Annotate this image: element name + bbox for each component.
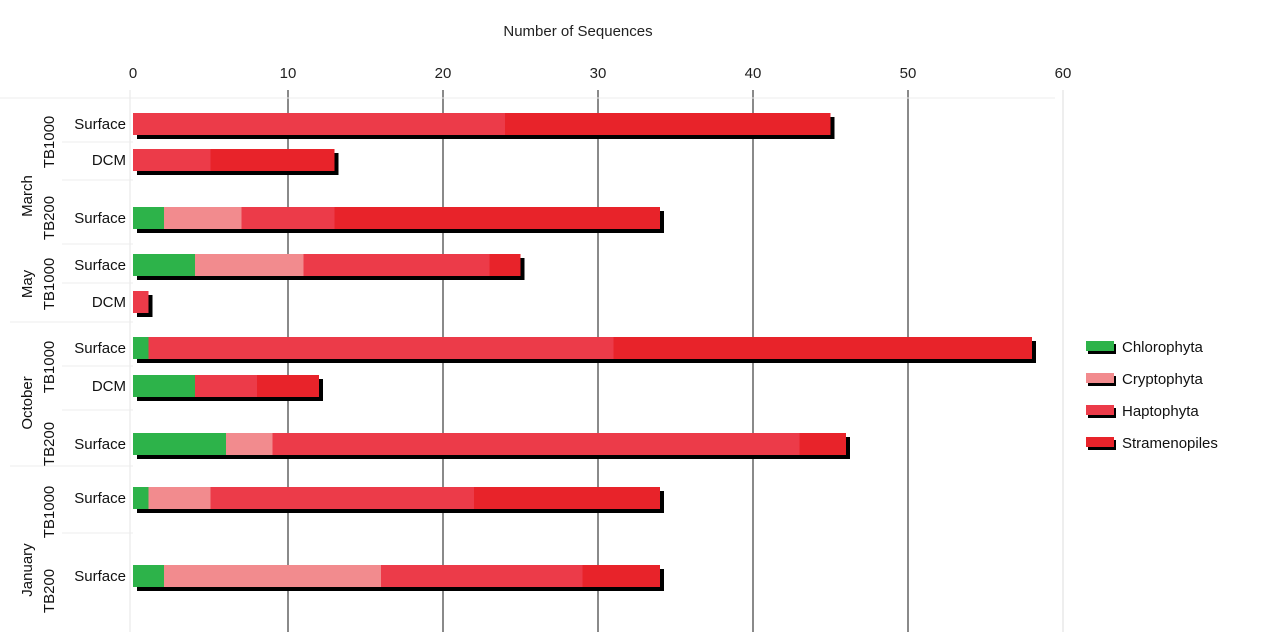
legend-swatch-cryptophyta xyxy=(1086,373,1114,383)
month-label: March xyxy=(19,175,36,217)
station-label: TB200 xyxy=(41,422,58,466)
station-label: TB1000 xyxy=(41,341,58,394)
month-label: October xyxy=(19,376,36,429)
bar-segment-cryptophyta xyxy=(226,433,273,455)
x-tick-label: 0 xyxy=(129,65,137,82)
bar-segment-chlorophyta xyxy=(133,565,164,587)
row-label: Surface xyxy=(74,436,126,453)
bar-segment-cryptophyta xyxy=(148,487,211,509)
bars xyxy=(133,113,1036,591)
row-label: Surface xyxy=(74,210,126,227)
row-label: Surface xyxy=(74,257,126,274)
bar-segment-haptophyta xyxy=(241,207,335,229)
bar-segment-stramenopiles xyxy=(799,433,846,455)
row-separators xyxy=(0,97,1055,534)
row-label: Surface xyxy=(74,568,126,585)
station-label: TB200 xyxy=(41,569,58,613)
x-tick-label: 60 xyxy=(1055,65,1072,82)
bar-segment-cryptophyta xyxy=(164,565,381,587)
x-tick-label: 10 xyxy=(280,65,297,82)
month-label: January xyxy=(19,543,36,597)
legend-swatch-haptophyta xyxy=(1086,405,1114,415)
bar-segment-chlorophyta xyxy=(133,487,149,509)
bar-segment-chlorophyta xyxy=(133,375,195,397)
bar-segment-stramenopiles xyxy=(334,207,660,229)
month-label: May xyxy=(19,269,36,298)
legend-swatch-stramenopiles xyxy=(1086,437,1114,447)
x-tick-labels: 0 10 20 30 40 50 60 xyxy=(129,65,1072,82)
x-tick-label: 50 xyxy=(900,65,917,82)
row-label: DCM xyxy=(92,152,126,169)
bar-segment-stramenopiles xyxy=(489,254,521,276)
legend-label: Stramenopiles xyxy=(1122,435,1218,452)
bar-segment-cryptophyta xyxy=(164,207,242,229)
bar-segment-haptophyta xyxy=(381,565,583,587)
legend-label: Chlorophyta xyxy=(1122,339,1204,356)
x-tick-label: 20 xyxy=(435,65,452,82)
bar-segment-stramenopiles xyxy=(613,337,1032,359)
station-label: TB1000 xyxy=(41,116,58,169)
station-label: TB200 xyxy=(41,196,58,240)
bar-segment-haptophyta xyxy=(272,433,800,455)
bar-segment-haptophyta xyxy=(133,149,211,171)
group-labels: TB1000 TB200 TB1000 TB1000 TB200 TB1000 TB200 M… xyxy=(19,116,58,613)
row-label: Surface xyxy=(74,490,126,507)
bar-segment-haptophyta xyxy=(303,254,490,276)
bar-segment-haptophyta xyxy=(133,291,149,313)
x-axis-title: Number of Sequences xyxy=(503,23,652,40)
bar-segment-stramenopiles xyxy=(474,487,660,509)
bar-segment-haptophyta xyxy=(210,487,474,509)
bar-segment-stramenopiles xyxy=(582,565,660,587)
bar-segment-haptophyta xyxy=(148,337,614,359)
row-label: DCM xyxy=(92,294,126,311)
station-label: TB1000 xyxy=(41,258,58,311)
bar-segment-chlorophyta xyxy=(133,254,195,276)
bar-segment-cryptophyta xyxy=(195,254,304,276)
bar-segment-haptophyta xyxy=(195,375,257,397)
row-label: DCM xyxy=(92,378,126,395)
station-label: TB1000 xyxy=(41,486,58,539)
legend-label: Cryptophyta xyxy=(1122,371,1204,388)
row-label: Surface xyxy=(74,340,126,357)
bar-segment-haptophyta xyxy=(133,113,505,135)
bar-segment-stramenopiles xyxy=(210,149,335,171)
legend-label: Haptophyta xyxy=(1122,403,1199,420)
bar-segment-chlorophyta xyxy=(133,433,226,455)
bar-segment-chlorophyta xyxy=(133,207,164,229)
bar-segment-stramenopiles xyxy=(505,113,831,135)
row-label: Surface xyxy=(74,116,126,133)
x-tick-label: 30 xyxy=(590,65,607,82)
legend-swatch-chlorophyta xyxy=(1086,341,1114,351)
bar-segment-stramenopiles xyxy=(257,375,319,397)
x-tick-label: 40 xyxy=(745,65,762,82)
bar-segment-chlorophyta xyxy=(133,337,149,359)
category-labels: Surface DCM Surface Surface DCM Surface DCM Sur… xyxy=(74,116,126,585)
legend: Chlorophyta Cryptophyta Haptophyta Strameno… xyxy=(1086,339,1218,452)
